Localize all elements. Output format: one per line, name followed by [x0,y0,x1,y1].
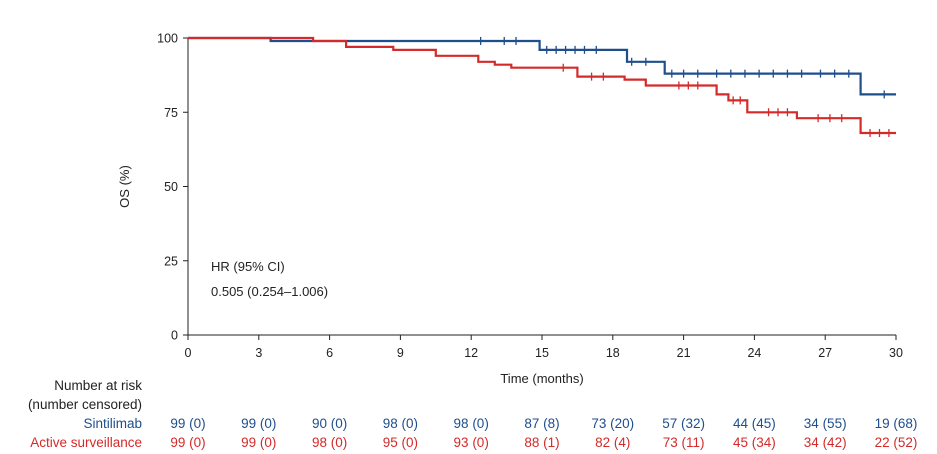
risk-cell: 57 (32) [662,416,705,431]
x-tick-label: 6 [326,346,333,360]
risk-cell: 99 (0) [170,416,205,431]
risk-cell: 19 (68) [875,416,918,431]
risk-cell: 34 (42) [804,435,847,450]
x-tick-label: 18 [606,346,620,360]
risk-row-label: Sintilimab [83,416,142,431]
x-tick-label: 30 [889,346,903,360]
y-tick-label: 25 [164,254,178,268]
y-axis-title: OS (%) [117,165,132,208]
x-tick-label: 15 [535,346,549,360]
risk-table: Number at risk (number censored) Sintili… [28,378,917,450]
y-tick-label: 75 [164,106,178,120]
x-tick-label: 27 [818,346,832,360]
risk-cell: 88 (1) [524,435,559,450]
x-tick-label: 9 [397,346,404,360]
risk-cell: 99 (0) [241,416,276,431]
risk-cell: 99 (0) [170,435,205,450]
risk-cell: 73 (11) [663,435,705,450]
risk-cell: 34 (55) [804,416,847,431]
series-group [188,36,896,138]
risk-cell: 87 (8) [524,416,559,431]
x-axis-title: Time (months) [500,371,583,386]
risk-cell: 98 (0) [312,435,347,450]
risk-cell: 82 (4) [595,435,630,450]
risk-cell: 73 (20) [591,416,634,431]
series-line-1 [188,36,896,135]
x-tick-label: 12 [464,346,478,360]
hr-value: 0.505 (0.254–1.006) [211,284,328,299]
risk-cell: 44 (45) [733,416,776,431]
hr-label: HR (95% CI) [211,259,285,274]
x-ticks: 0 3 6 9 12 15 18 21 24 27 30 [185,335,903,360]
risk-cell: 93 (0) [454,435,489,450]
risk-cell: 90 (0) [312,416,347,431]
risk-cell: 95 (0) [383,435,418,450]
x-tick-label: 0 [185,346,192,360]
risk-table-subheading: (number censored) [28,397,142,412]
risk-cell: 45 (34) [733,435,776,450]
risk-cell: 98 (0) [383,416,418,431]
y-ticks: 0 25 50 75 100 [157,32,188,343]
y-tick-label: 50 [164,180,178,194]
x-tick-label: 3 [255,346,262,360]
risk-table-rows: Sintilimab 99 (0) 99 (0) 90 (0) 98 (0) 98 (0)… [30,416,917,450]
axes: 0 3 6 9 12 15 18 21 24 27 30 0 25 50 75 100 [157,32,903,361]
y-tick-label: 0 [171,329,178,343]
risk-table-heading: Number at risk [54,378,142,393]
risk-cell: 98 (0) [454,416,489,431]
risk-cell: 99 (0) [241,435,276,450]
series-line-0 [188,36,896,96]
y-tick-label: 100 [157,32,178,46]
x-tick-label: 24 [747,346,761,360]
risk-row-label: Active surveillance [30,435,142,450]
risk-cell: 22 (52) [875,435,918,450]
x-tick-label: 21 [677,346,691,360]
